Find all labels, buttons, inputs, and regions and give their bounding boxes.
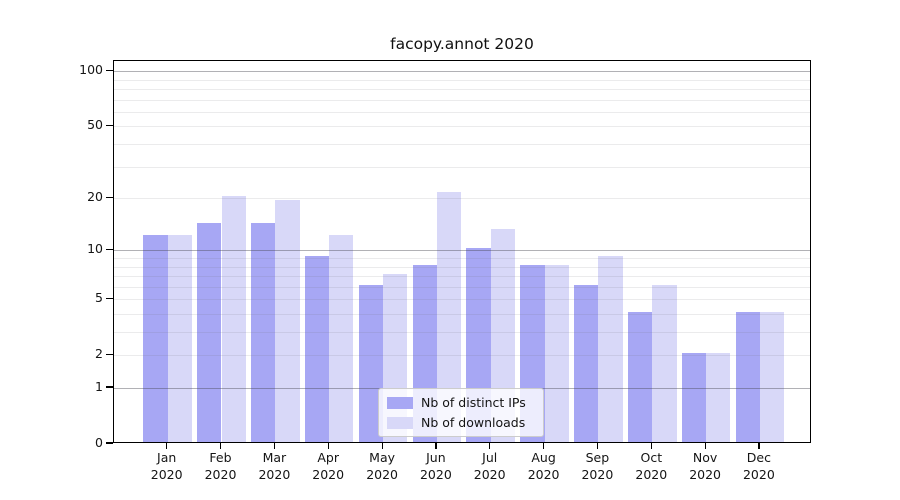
y-tick-label-2: 2 [95,346,103,362]
legend-item-downloads: Nb of downloads [387,415,535,430]
bar-distinct-ips-dec [735,312,760,442]
bar-downloads-sep [598,256,623,442]
bar-downloads-feb [221,196,246,442]
minor-gridline-3 [114,332,810,333]
plot-area [113,60,811,443]
minor-gridline-4 [114,314,810,315]
x-tick-mark-mar [273,443,276,449]
minor-gridline-70 [114,99,810,101]
y-tick-label-10: 10 [87,241,103,257]
x-tick-label-aug: Aug 2020 [527,450,560,482]
x-tick-label-may: May 2020 [366,450,398,482]
minor-gridline-30 [114,166,810,168]
x-tick-label-jun: Jun 2020 [419,450,452,482]
x-tick-label-nov: Nov 2020 [689,450,721,482]
minor-gridline-6 [114,286,810,288]
bar-distinct-ips-feb [197,223,222,442]
y-tick-label-1: 1 [95,379,103,394]
bar-distinct-ips-nov [681,353,707,442]
minor-gridline-80 [114,89,810,90]
y-tick-label-100: 100 [79,62,103,78]
bar-downloads-apr [329,234,354,442]
bar-distinct-ips-sep [574,284,599,442]
bar-downloads-dec [759,312,785,442]
y-tick-mark-20 [106,196,113,198]
x-tick-mark-may [381,443,383,449]
x-tick-label-feb: Feb 2020 [204,450,237,482]
y-tick-mark-0 [106,442,113,444]
legend-label-downloads: Nb of downloads [421,415,526,430]
x-tick-mark-feb [219,443,222,449]
y-tick-mark-2 [106,353,113,355]
legend-swatch-downloads [387,416,413,429]
minor-gridline-5 [114,299,810,301]
y-tick-mark-100 [106,69,113,71]
y-tick-label-50: 50 [87,117,103,133]
legend-item-distinct-ips: Nb of distinct IPs [387,395,535,410]
x-tick-label-dec: Dec 2020 [742,450,775,482]
bar-distinct-ips-oct [628,312,653,442]
bar-distinct-ips-mar [251,223,276,442]
x-tick-mark-oct [650,443,652,449]
y-tick-mark-1 [106,386,113,388]
chart-title: facopy.annot 2020 [390,35,534,53]
bar-downloads-mar [275,200,300,442]
x-tick-label-mar: Mar 2020 [258,450,291,482]
bar-downloads-aug [544,264,569,442]
y-tick-label-0: 0 [95,435,103,450]
minor-gridline-9 [114,258,810,259]
legend-swatch-distinct-ips [387,396,413,409]
minor-gridline-7 [114,276,810,277]
legend: Nb of distinct IPs Nb of downloads [378,388,544,437]
minor-gridline-8 [114,266,810,268]
x-tick-mark-jan [166,443,168,449]
x-tick-label-sep: Sep 2020 [581,450,614,482]
x-tick-label-oct: Oct 2020 [635,450,668,482]
bar-downloads-nov [706,353,731,442]
major-gridline-100 [114,71,810,73]
x-tick-mark-jun [435,443,437,449]
bar-distinct-ips-jan [143,234,168,442]
minor-gridline-2 [114,355,810,357]
x-tick-label-apr: Apr 2020 [312,450,345,482]
x-tick-label-jul: Jul 2020 [473,450,506,482]
major-gridline-10 [114,250,810,252]
x-tick-mark-nov [704,443,706,449]
y-tick-label-20: 20 [87,189,103,205]
y-tick-mark-10 [106,248,113,250]
y-tick-label-5: 5 [95,290,103,306]
bar-downloads-jan [167,234,192,442]
x-tick-mark-sep [596,443,599,449]
legend-label-distinct-ips: Nb of distinct IPs [421,395,526,410]
x-tick-mark-aug [543,443,545,449]
x-tick-label-jan: Jan 2020 [150,450,183,482]
minor-gridline-60 [114,111,810,113]
minor-gridline-40 [114,144,810,145]
y-tick-mark-50 [106,124,113,127]
y-tick-mark-5 [106,297,113,299]
minor-gridline-50 [114,126,810,128]
x-tick-mark-apr [327,443,329,449]
bar-distinct-ips-apr [304,256,330,442]
minor-gridline-90 [114,79,810,81]
x-tick-mark-jul [489,443,491,449]
minor-gridline-20 [114,198,810,200]
bar-downloads-oct [652,284,677,442]
x-tick-mark-dec [758,443,760,449]
